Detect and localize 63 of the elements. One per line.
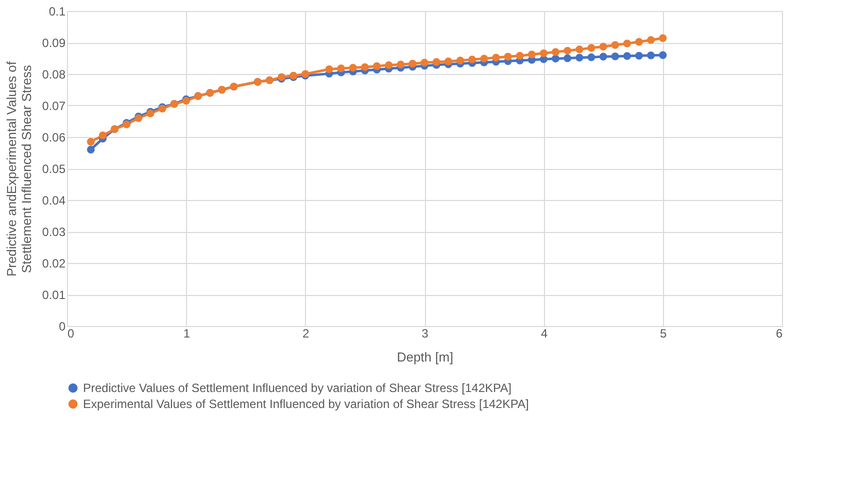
y-tick-label: 0.1 — [48, 4, 66, 18]
x-tick-label: 2 — [302, 326, 310, 340]
x-tick-label: 1 — [183, 326, 190, 340]
y-tick-label: 0.04 — [42, 194, 66, 208]
x-tick-label: 6 — [776, 326, 783, 340]
point — [576, 54, 584, 62]
point — [504, 52, 512, 61]
y-tick-label: 0.02 — [42, 256, 66, 270]
point — [623, 40, 631, 48]
point — [420, 58, 428, 67]
point — [599, 42, 608, 50]
point — [647, 36, 655, 44]
y-tick-label: 0.03 — [42, 225, 66, 239]
legend-label: Experimental Values of Settlement Influenced by variation of Shear Stress [142KPA] — [83, 397, 529, 411]
point — [456, 56, 464, 64]
y-tick-label: 0.05 — [42, 162, 66, 176]
x-tick-label: 3 — [422, 326, 429, 340]
point — [325, 65, 334, 74]
x-tick-label: 0 — [68, 326, 74, 340]
point — [552, 54, 560, 62]
point — [468, 56, 476, 64]
point — [540, 49, 548, 58]
y-tick-label: 0.08 — [42, 68, 66, 82]
point — [384, 61, 393, 70]
point — [396, 60, 405, 68]
y-tick-label: 0.06 — [42, 130, 66, 144]
point — [480, 54, 488, 62]
point — [528, 50, 536, 58]
point — [86, 146, 95, 154]
point — [599, 52, 608, 61]
y-tick-label: 0.09 — [42, 36, 66, 50]
point — [337, 64, 345, 72]
legend-label: Predictive Values of Settlement Influenced by variation of Shear Stress [142KPA] — [83, 381, 512, 395]
point — [361, 63, 369, 71]
point — [552, 48, 560, 56]
point — [587, 44, 596, 52]
point — [372, 62, 381, 70]
point — [611, 52, 620, 60]
point — [98, 132, 107, 140]
point — [611, 41, 620, 49]
point — [444, 58, 452, 66]
point — [587, 53, 596, 62]
x-tick-label: 5 — [660, 326, 667, 340]
point — [623, 52, 631, 60]
point — [564, 54, 572, 62]
point — [492, 54, 500, 62]
point — [432, 58, 440, 66]
point — [86, 138, 95, 146]
y-axis-title: Predictive andExperimental Values of Stettlement Influenced Shear Stress — [4, 61, 34, 277]
point — [635, 52, 643, 60]
point — [635, 38, 643, 46]
point — [576, 46, 584, 54]
x-axis-title: Depth [m] — [396, 350, 454, 364]
point — [408, 60, 416, 68]
point — [516, 52, 524, 60]
point — [647, 52, 655, 60]
x-tick-label: 4 — [540, 326, 548, 340]
y-tick-label: 0.01 — [42, 288, 66, 302]
point — [658, 51, 667, 59]
point — [658, 34, 667, 42]
point — [349, 64, 357, 72]
y-tick-label: 0.07 — [42, 99, 66, 113]
point — [564, 46, 572, 55]
